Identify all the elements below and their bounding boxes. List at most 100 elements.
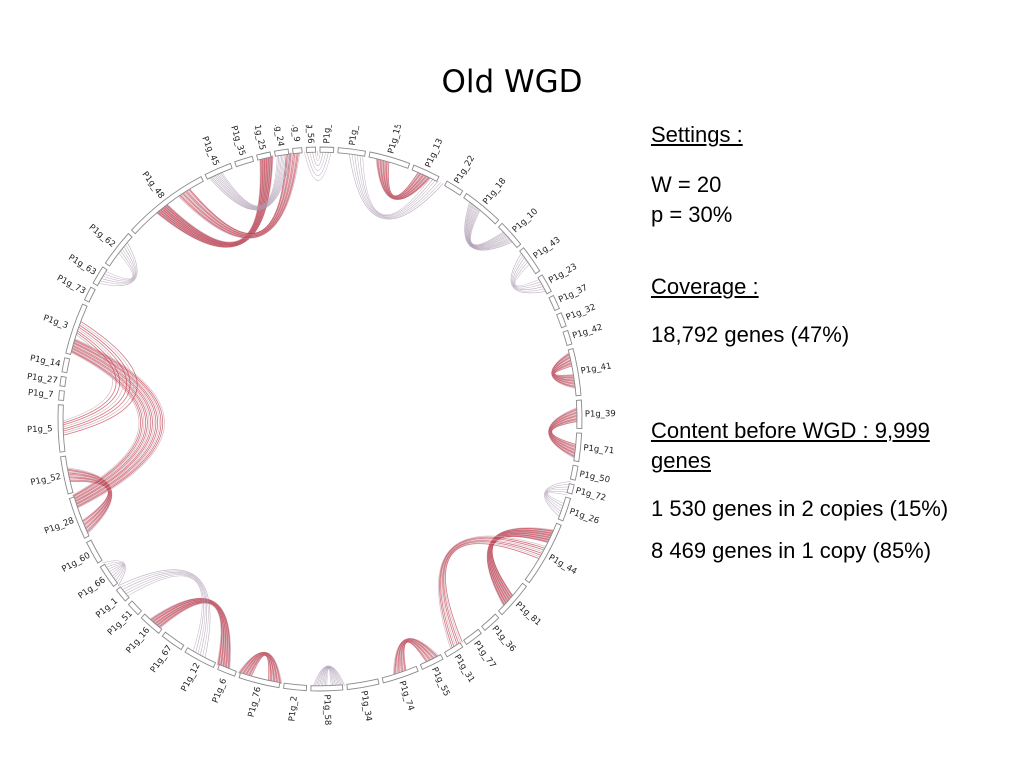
segment-label-P1g_56: P1g_56	[304, 125, 315, 144]
link-13-3	[123, 573, 206, 655]
link-21-9	[220, 154, 278, 207]
segment-P1g_73	[83, 286, 96, 303]
content-line-1: 1 530 genes in 2 copies (15%)	[651, 496, 949, 521]
segment-P1g_10	[497, 222, 522, 249]
segment-P1g_22	[443, 180, 464, 196]
segment-label-P1g_34: P1g_34	[358, 690, 373, 722]
segment-label-P1g_15: P1g_15	[386, 125, 404, 155]
segment-P1g_50	[569, 464, 579, 481]
link-14-0	[102, 560, 126, 586]
link-16-5	[71, 347, 148, 500]
link-8-7	[445, 543, 541, 643]
segment-P1g_26	[557, 496, 572, 522]
link-13-4	[124, 574, 204, 654]
segment-label-P1g_52: P1g_52	[30, 472, 62, 488]
link-1-4	[359, 154, 434, 216]
link-6-3	[546, 489, 569, 510]
segment-P1g_24	[273, 148, 290, 157]
link-14-2	[105, 563, 125, 582]
link-13-5	[126, 575, 203, 653]
segment-label-P1g_2: P1g_2	[287, 696, 299, 722]
segment-P1g_2	[283, 682, 308, 692]
segment-ring	[57, 146, 583, 692]
info-panel: Settings : W = 20 p = 30% Coverage : 18,…	[651, 120, 1011, 566]
link-20-4	[181, 152, 296, 237]
link-6-5	[547, 492, 568, 505]
link-6-4	[546, 491, 569, 507]
link-17-4	[61, 326, 127, 430]
segment-P1g_74	[381, 665, 419, 684]
segment-P1g_48	[130, 176, 204, 235]
link-16-15	[73, 338, 165, 509]
segment-P1g_76	[238, 672, 281, 689]
link-9-11	[403, 641, 428, 672]
link-17-1	[61, 331, 117, 424]
segment-label-P1g_9: P1g_9	[289, 125, 301, 142]
segment-label-P1g_6: P1g_6	[211, 677, 230, 704]
segment-P1g_58	[310, 684, 344, 692]
segment-label-P1g_24: P1g_24	[271, 125, 285, 147]
segment-P1g_67	[161, 631, 185, 651]
link-22-4	[306, 151, 329, 176]
link-4-13	[554, 365, 575, 376]
link-19-4	[157, 156, 271, 247]
segment-label-P1g_10: P1g_10	[511, 207, 540, 235]
link-22-5	[303, 151, 332, 181]
link-16-11	[72, 341, 159, 506]
link-1-5	[362, 154, 432, 216]
segment-label-P1g_7: P1g_7	[27, 388, 53, 400]
segment-label-P1g_62: P1g_62	[87, 223, 117, 250]
segment-label-P1g_77: P1g_77	[471, 639, 497, 670]
segment-label-P1g_1: P1g_1	[94, 596, 120, 620]
link-17-2	[61, 329, 120, 426]
link-3-1	[511, 254, 546, 292]
segment-P1g_63	[92, 266, 108, 287]
segment-label-P1g_48: P1g_48	[140, 170, 166, 201]
segment-label-P1g_72: P1g_72	[574, 486, 607, 504]
link-6-0	[544, 481, 571, 518]
segment-P1g_62	[104, 232, 133, 267]
segment-P1g_34	[346, 678, 380, 691]
segment-P1g_13	[411, 164, 440, 182]
link-16-6	[71, 346, 150, 501]
segment-P1g_66	[99, 563, 119, 588]
segment-P1g_37	[548, 294, 560, 312]
segment-P1g_18	[463, 192, 500, 225]
link-8-0	[438, 535, 547, 650]
segment-P1g_71	[573, 432, 583, 463]
segment-label-P1g_76: P1g_76	[247, 686, 264, 718]
segment-label-P1g_60: P1g_60	[60, 551, 92, 575]
coverage-value: 18,792 genes (47%)	[651, 322, 850, 347]
segment-label-P1g_13: P1g_13	[424, 137, 446, 169]
segment-label-P1g_12: P1g_12	[179, 661, 202, 693]
link-18-3	[101, 247, 135, 282]
segment-P1g_27	[59, 375, 67, 387]
segment-label-P1g_73: P1g_73	[55, 273, 87, 296]
segment-P1g_25	[256, 151, 272, 161]
segment-P1g_15	[368, 151, 411, 169]
link-6-2	[545, 486, 570, 513]
link-22-1	[314, 151, 321, 162]
segment-label-P1g_45: P1g_45	[199, 135, 220, 167]
segment-label-P1g_17: P1g_17	[348, 125, 362, 146]
link-11-13	[250, 655, 270, 682]
segment-P1g_39	[575, 399, 583, 429]
link-20-0	[177, 151, 301, 239]
segment-P1g_12	[184, 647, 217, 669]
segment-P1g_81	[497, 582, 528, 616]
segment-label-P1g_44: P1g_44	[547, 553, 579, 577]
link-16-14	[73, 338, 164, 508]
link-8-5	[443, 541, 543, 645]
segment-P1g_23	[537, 274, 552, 295]
link-16-9	[72, 343, 155, 504]
segment-P1g_5	[57, 404, 66, 453]
segment-label-P1g_67: P1g_67	[149, 644, 175, 675]
link-2-11	[470, 209, 505, 246]
link-13-2	[121, 571, 207, 657]
link-17-6	[62, 322, 135, 434]
settings-heading: Settings :	[651, 122, 743, 147]
link-1-2	[354, 153, 439, 218]
link-10-4	[318, 666, 340, 687]
segment-P1g_28	[68, 496, 90, 539]
link-10-6	[322, 667, 337, 687]
